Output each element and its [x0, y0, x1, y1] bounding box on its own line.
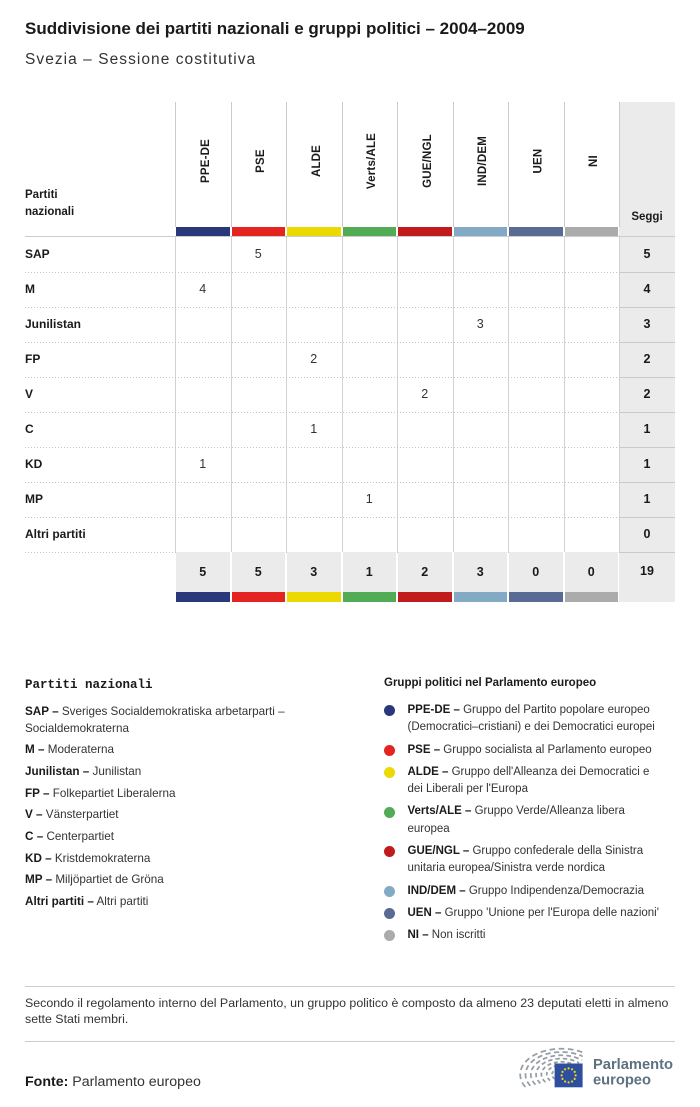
svg-text:Parlamento: Parlamento: [593, 1057, 673, 1073]
svg-text:europeo: europeo: [593, 1073, 651, 1089]
